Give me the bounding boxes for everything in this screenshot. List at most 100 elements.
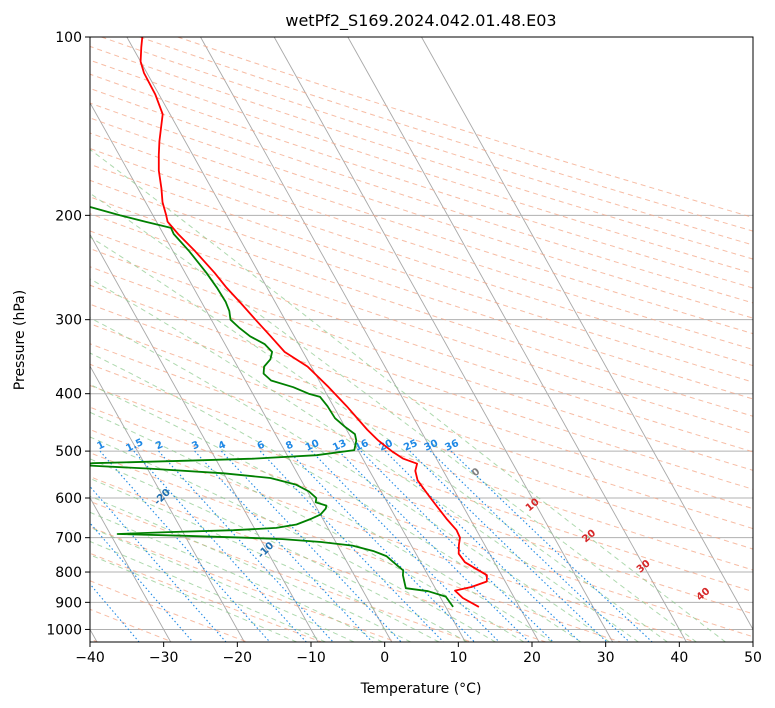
moist-adiabat — [90, 236, 668, 642]
dry-adiabat — [90, 147, 753, 367]
dry-adiabat — [90, 230, 753, 453]
dry-adiabat — [90, 179, 753, 400]
dry-adiabat — [90, 303, 753, 530]
x-tick-label: −20 — [223, 650, 253, 666]
moist-adiabat — [90, 477, 440, 642]
mixing-ratio-line — [384, 450, 581, 642]
moist-adiabat-label: 10 — [524, 497, 542, 514]
moist-adiabat — [90, 540, 326, 642]
moist-adiabat — [90, 436, 496, 642]
mixing-ratio-label: 13 — [331, 438, 348, 454]
mixing-ratio-line — [194, 450, 373, 642]
isotherm — [90, 101, 393, 642]
moist-adiabat — [90, 411, 525, 642]
moist-adiabat — [90, 317, 610, 642]
x-tick-label: −10 — [296, 650, 326, 666]
mixing-ratio-line — [409, 450, 608, 642]
y-tick-label: 500 — [55, 444, 82, 460]
dry-adiabat — [90, 363, 753, 593]
dry-adiabat — [90, 343, 753, 571]
dry-adiabat — [90, 73, 753, 289]
mixing-ratio-label: 4 — [217, 439, 228, 452]
y-tick-label: 300 — [55, 313, 82, 329]
mixing-ratio-label: 36 — [443, 438, 460, 454]
y-tick-label: 900 — [55, 595, 82, 611]
dry-adiabat — [90, 196, 753, 417]
dry-adiabat — [90, 248, 753, 471]
moist-adiabat — [90, 148, 726, 642]
y-tick-label: 400 — [55, 387, 82, 403]
moist-adiabat — [90, 278, 639, 642]
background-labels: 0.10.20.40.611.52346810131620253036-100-… — [19, 437, 713, 603]
mixing-ratio-line — [429, 450, 630, 642]
mixing-ratio-label: 2 — [154, 439, 165, 452]
moist-adiabat-label: 40 — [695, 586, 713, 603]
mixing-ratio-label: 10 — [304, 438, 321, 454]
y-tick-label: 100 — [55, 30, 82, 46]
y-tick-label: 600 — [55, 491, 82, 507]
mixing-ratio-line — [311, 450, 500, 642]
mixing-ratio-line — [90, 522, 194, 642]
moist-adiabat — [90, 495, 411, 642]
dry-adiabat — [90, 526, 397, 642]
x-tick-label: 20 — [523, 650, 541, 666]
isotherm — [273, 37, 614, 642]
dry-adiabat — [90, 132, 753, 351]
x-tick-label: 10 — [449, 650, 467, 666]
x-tick-label: −40 — [75, 650, 105, 666]
x-tick-label: −30 — [149, 650, 179, 666]
isotherm — [90, 496, 172, 642]
moist-adiabat — [90, 526, 355, 642]
dry-adiabat — [90, 323, 753, 550]
temperature-line — [139, 37, 488, 608]
series-layer — [90, 37, 488, 608]
x-axis-label: Temperature (°C) — [360, 681, 482, 697]
mixing-ratio-line — [133, 450, 307, 642]
y-tick-label: 200 — [55, 208, 82, 224]
y-tick-label: 700 — [55, 531, 82, 547]
x-tick-label: 40 — [670, 650, 688, 666]
mixing-ratio-line — [288, 450, 475, 642]
dry-adiabat — [139, 37, 753, 232]
isotherm — [90, 365, 245, 642]
chart-title: wetPf2_S169.2024.042.01.48.E03 — [285, 11, 556, 31]
y-axis: 100 200 300 400 500 600 700 800 900 1000 — [46, 30, 90, 638]
dry-adiabat — [90, 213, 753, 435]
dry-adiabat — [90, 45, 753, 260]
moist-adiabat-label: 30 — [635, 558, 653, 575]
x-axis: −40 −30 −20 −10 0 10 20 30 40 50 — [75, 642, 762, 666]
mixing-ratio-line — [90, 485, 227, 642]
mixing-ratio-label: 30 — [423, 438, 440, 454]
mixing-ratio-label: 16 — [353, 438, 370, 454]
dry-adiabat — [90, 476, 546, 642]
mixing-ratio-line — [360, 450, 554, 642]
mixing-ratio-label: 1 — [95, 439, 106, 452]
x-tick-label: 50 — [744, 650, 762, 666]
mixing-ratio-label: 8 — [284, 439, 295, 452]
dry-adiabat — [90, 452, 621, 642]
mixing-ratio-label: 0.4 — [19, 437, 40, 454]
moist-adiabat — [90, 511, 383, 642]
dry-adiabat — [90, 117, 753, 335]
dry-adiabat — [90, 284, 753, 510]
plot-frame — [89, 36, 754, 643]
dry-adiabat-label: -10 — [256, 540, 277, 561]
dry-adiabat-label: -20 — [152, 487, 173, 508]
mixing-ratio-line — [158, 450, 334, 642]
mixing-ratio-label: 25 — [402, 438, 419, 454]
dry-adiabat — [90, 163, 753, 383]
dry-adiabat — [90, 87, 753, 304]
dry-adiabat — [90, 266, 753, 490]
moist-adiabat-label: 0 — [470, 466, 482, 479]
dewpoint-line — [90, 205, 454, 608]
background-lines — [90, 37, 753, 642]
moist-adiabat — [90, 458, 468, 642]
x-tick-label: 30 — [597, 650, 615, 666]
dry-adiabat — [90, 406, 753, 638]
isotherm — [421, 37, 753, 631]
dry-adiabat — [90, 384, 753, 615]
isotherm — [90, 233, 319, 642]
x-tick-label: 0 — [380, 650, 389, 666]
dry-adiabat — [90, 580, 248, 642]
